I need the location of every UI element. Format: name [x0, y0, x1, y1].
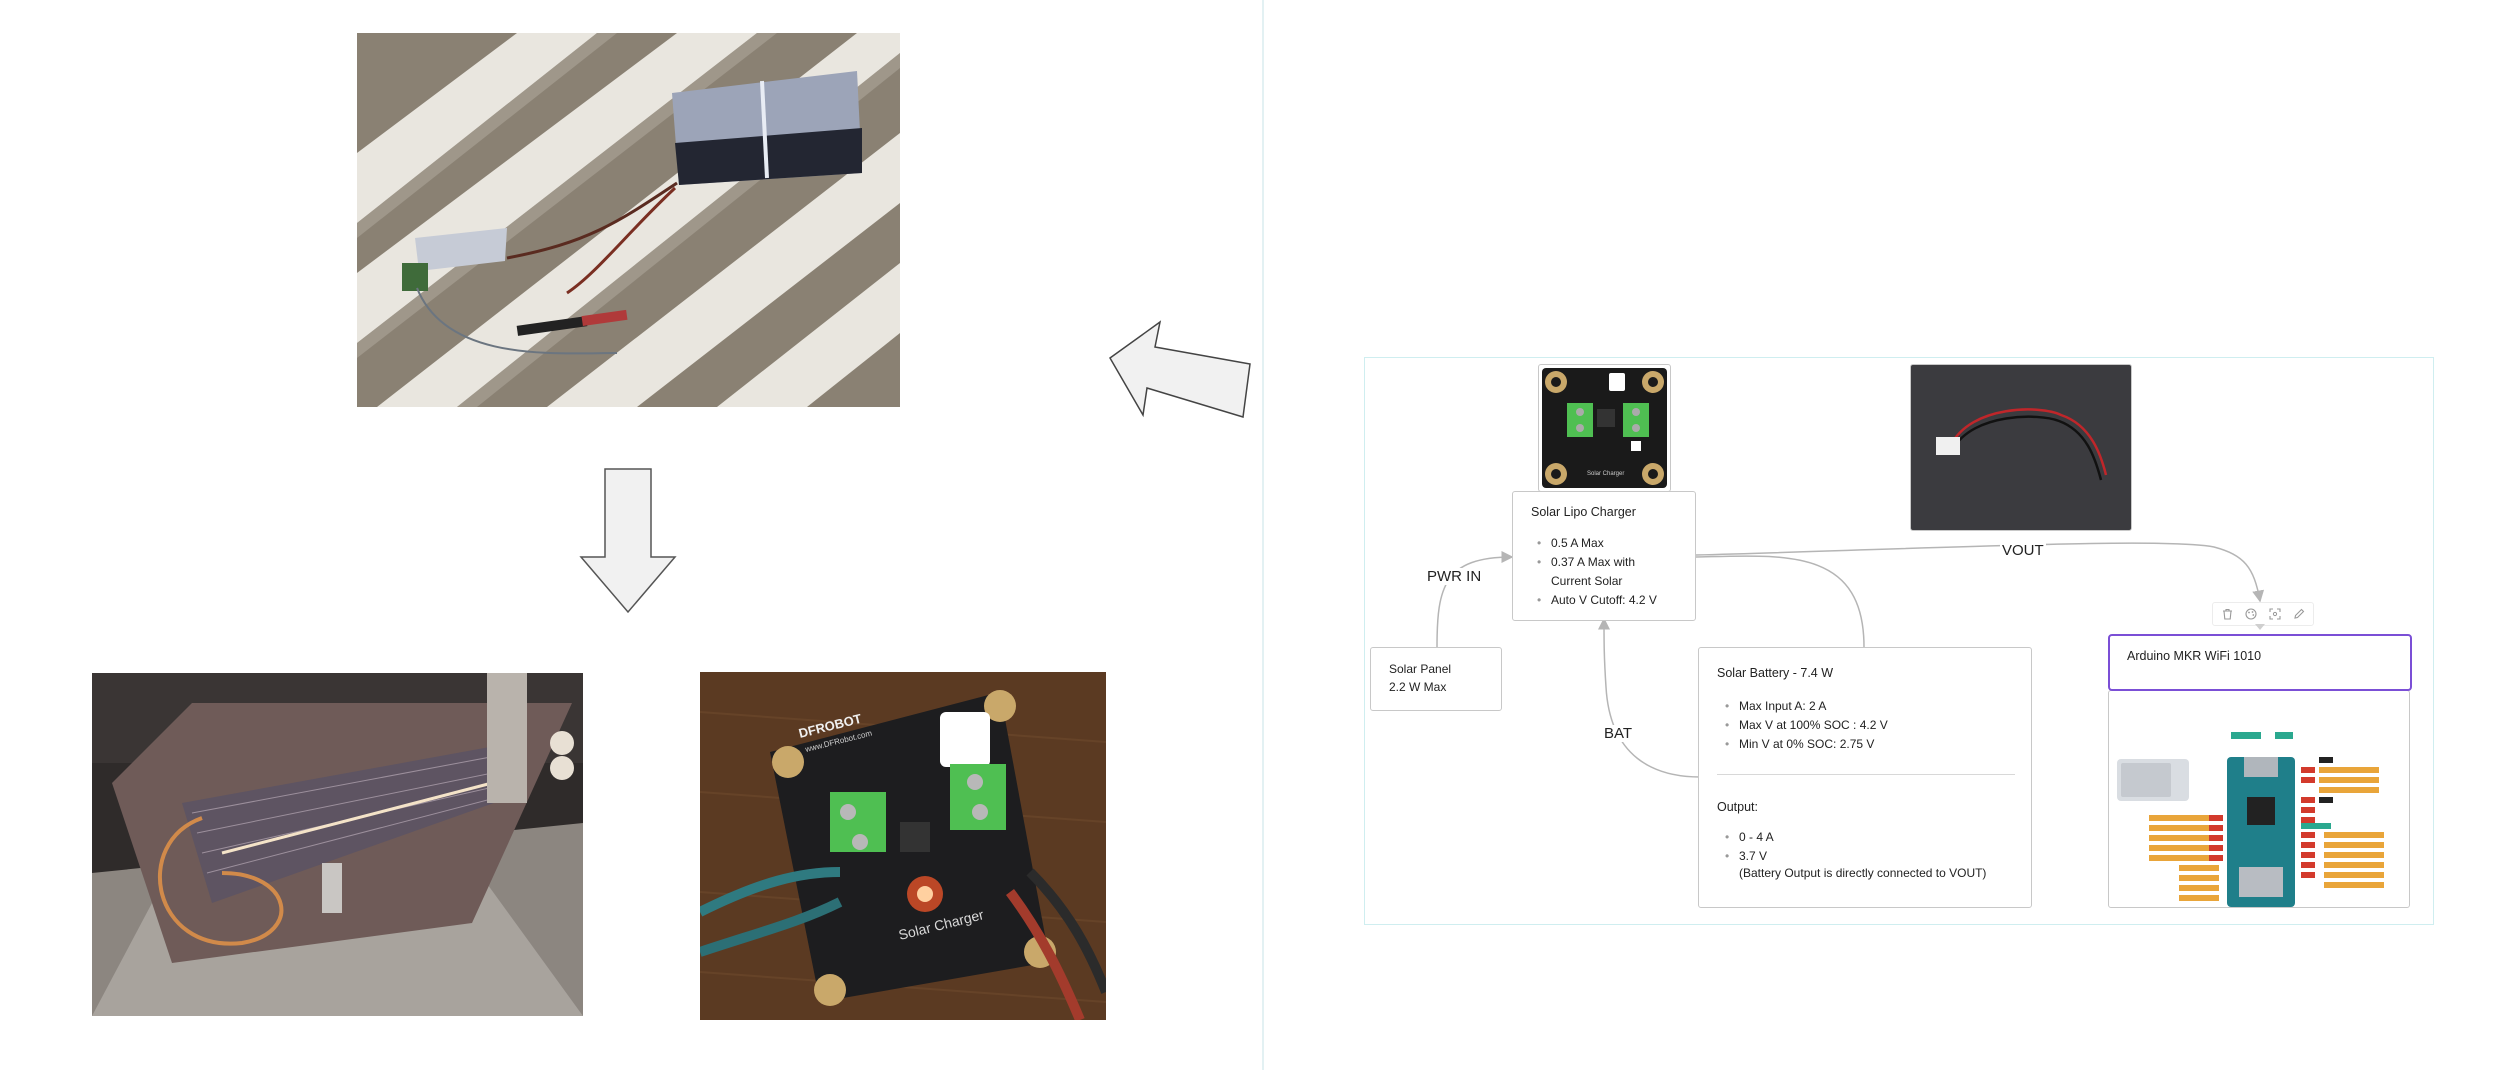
- list-item: Auto V Cutoff: 4.2 V: [1537, 591, 1657, 610]
- edge-charger-battery: [1695, 555, 1865, 648]
- battery-divider: [1717, 774, 2015, 775]
- battery-output-note: (Battery Output is directly connected to…: [1739, 866, 1987, 880]
- list-item: Max V at 100% SOC : 4.2 V: [1725, 716, 1888, 735]
- solar-panel-label: Solar Panel: [1389, 662, 1452, 676]
- list-item: Current Solar: [1551, 574, 1623, 588]
- battery-spec-list: Max Input A: 2 A Max V at 100% SOC : 4.2…: [1725, 697, 1888, 754]
- list-item: 0.5 A Max: [1537, 534, 1657, 553]
- edit-icon[interactable]: [2289, 604, 2309, 624]
- node-toolbar: [2212, 602, 2314, 626]
- photo-solar-panel-on-bench: [357, 33, 900, 407]
- list-item: 3.7 V: [1725, 847, 1774, 866]
- edge-label-bat: BAT: [1602, 725, 1635, 742]
- node-solar-battery[interactable]: Solar Battery - 7.4 W Max Input A: 2 A M…: [1698, 647, 2032, 908]
- palette-icon[interactable]: [2241, 604, 2261, 624]
- arduino-title-box[interactable]: Arduino MKR WiFi 1010: [2108, 634, 2412, 691]
- edge-label-vout: VOUT: [2000, 542, 2046, 559]
- list-item: 0.37 A Max with: [1537, 553, 1657, 572]
- toolbar-pointer: [2255, 624, 2265, 630]
- battery-output-title: Output:: [1717, 800, 1758, 814]
- arduino-pinout-image: [2117, 732, 2384, 907]
- arrow-left-icon: [1105, 320, 1255, 420]
- list-item: Max Input A: 2 A: [1725, 697, 1888, 716]
- panel-divider: [1262, 0, 1264, 1070]
- edge-label-pwr-in: PWR IN: [1425, 568, 1484, 585]
- charger-spec-list: 0.5 A Max 0.37 A Max with Current Solar …: [1537, 534, 1657, 610]
- charger-board-image[interactable]: Solar Charger: [1538, 364, 1671, 492]
- list-item: 0 - 4 A: [1725, 828, 1774, 847]
- node-arduino-mkr[interactable]: [2108, 690, 2410, 908]
- photo-flexible-solar-strip: [92, 673, 583, 1016]
- list-item: Min V at 0% SOC: 2.75 V: [1725, 735, 1888, 754]
- trash-icon[interactable]: [2217, 604, 2237, 624]
- focus-icon[interactable]: [2265, 604, 2285, 624]
- arrow-down-icon: [578, 467, 678, 615]
- node-solar-lipo-charger[interactable]: Solar Lipo Charger 0.5 A Max 0.37 A Max …: [1512, 491, 1696, 621]
- solar-panel-rating: 2.2 W Max: [1389, 680, 1447, 694]
- node-solar-panel[interactable]: Solar Panel 2.2 W Max: [1370, 647, 1502, 711]
- charger-board-silkscreen: Solar Charger: [1587, 471, 1624, 477]
- edge-bat: [1598, 617, 1711, 784]
- battery-output-list: 0 - 4 A 3.7 V: [1725, 828, 1774, 866]
- battery-title: Solar Battery - 7.4 W: [1717, 666, 1834, 680]
- charger-title: Solar Lipo Charger: [1531, 505, 1636, 519]
- battery-cable-image[interactable]: [1910, 364, 2132, 531]
- arduino-title: Arduino MKR WiFi 1010: [2127, 649, 2262, 663]
- edge-vout: [1695, 542, 2265, 603]
- photo-solar-charger-board: Solar Charger DFROBOT www.DFRobot.com: [700, 672, 1106, 1020]
